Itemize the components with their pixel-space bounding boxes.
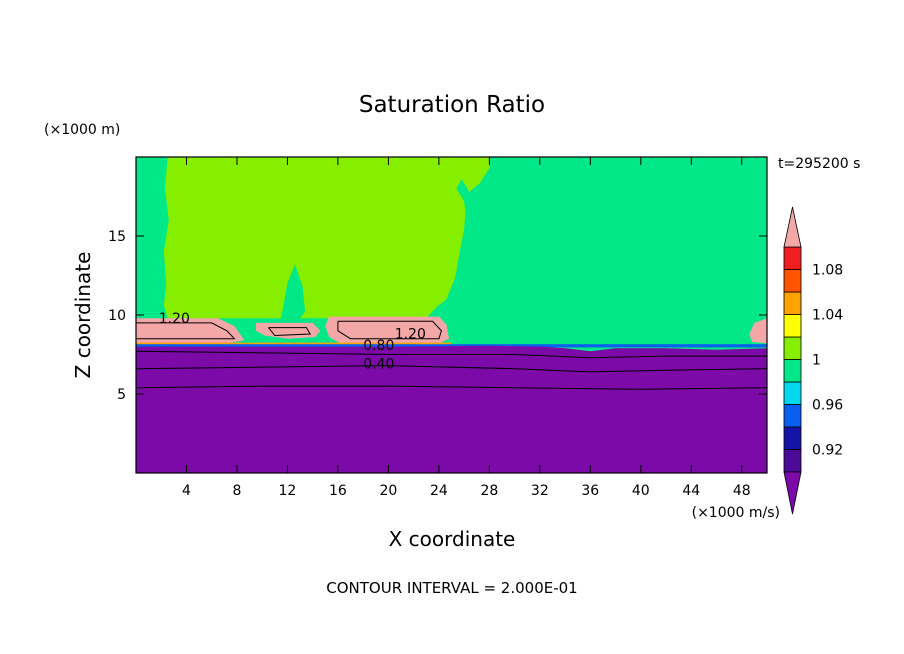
chart-title: Saturation Ratio bbox=[359, 92, 545, 118]
contour-interval-note: CONTOUR INTERVAL = 2.000E-01 bbox=[326, 579, 577, 597]
colorbar-band bbox=[783, 381, 802, 405]
region-transition bbox=[136, 344, 767, 348]
y-unit-label: (×1000 m) bbox=[44, 122, 120, 138]
x-tick-label: 4 bbox=[182, 483, 191, 499]
y-tick-label: 15 bbox=[108, 229, 126, 245]
contour-line bbox=[268, 327, 312, 337]
region-cloud-edge bbox=[749, 318, 767, 344]
region-pocket bbox=[281, 264, 306, 319]
colorbar-band bbox=[783, 359, 802, 383]
x-axis-ticks: 4 8 12 16 20 24 28 32 36 40 44 48 bbox=[182, 157, 751, 499]
colorbar-tick-label: 1 bbox=[812, 353, 821, 369]
colorbar-tick-label: 1.04 bbox=[812, 308, 843, 324]
contour-label: 1.20 bbox=[159, 311, 190, 327]
x-tick-label: 40 bbox=[632, 483, 650, 499]
x-tick-label: 48 bbox=[733, 483, 751, 499]
saturation-field bbox=[136, 157, 767, 473]
colorbar-under-arrow bbox=[783, 471, 802, 515]
colorbar-band bbox=[783, 291, 802, 315]
contour-label: 0.80 bbox=[363, 338, 394, 354]
contour-line bbox=[135, 385, 768, 390]
x-tick-label: 24 bbox=[430, 483, 448, 499]
y-tick-label: 5 bbox=[117, 387, 126, 403]
colorbar-band bbox=[783, 314, 802, 338]
region-cloud-right bbox=[325, 316, 449, 344]
x-tick-label: 28 bbox=[480, 483, 498, 499]
x-tick-label: 20 bbox=[379, 483, 397, 499]
y-tick-label: 10 bbox=[108, 308, 126, 324]
colorbar-band bbox=[783, 426, 802, 450]
colorbar-tick-label: 1.08 bbox=[812, 263, 843, 279]
colorbar-band bbox=[783, 269, 802, 293]
colorbar-over-arrow bbox=[783, 206, 802, 248]
contour-labels: 1.201.200.800.40 bbox=[159, 311, 426, 373]
colorbar-band bbox=[783, 336, 802, 360]
colorbar-tick-label: 0.96 bbox=[812, 398, 843, 414]
colorbar-band bbox=[783, 449, 802, 473]
x-tick-label: 16 bbox=[329, 483, 347, 499]
x-tick-label: 12 bbox=[279, 483, 297, 499]
region-supersaturated bbox=[163, 157, 490, 319]
region-cloud-left bbox=[136, 318, 245, 344]
colorbar-tick-label: 0.92 bbox=[812, 443, 843, 459]
contour-line bbox=[135, 365, 768, 373]
colorbar-band bbox=[783, 404, 802, 428]
colorbar: 0.92 0.96 1 1.04 1.08 bbox=[783, 206, 843, 515]
colorbar-band bbox=[783, 246, 802, 270]
contour-line bbox=[135, 350, 767, 359]
y-axis-ticks: 5 10 15 bbox=[108, 229, 767, 403]
x-tick-label: 8 bbox=[232, 483, 241, 499]
contour-lines bbox=[135, 320, 768, 390]
x-axis-label: X coordinate bbox=[389, 527, 516, 551]
x-unit-label: (×1000 m/s) bbox=[692, 505, 780, 521]
x-tick-label: 32 bbox=[531, 483, 549, 499]
time-label: t=295200 s bbox=[778, 156, 860, 172]
contour-label: 0.40 bbox=[363, 357, 394, 373]
x-tick-label: 44 bbox=[682, 483, 700, 499]
contour-line bbox=[337, 320, 442, 340]
region-subsaturated bbox=[136, 345, 767, 473]
y-axis-label: Z coordinate bbox=[71, 252, 95, 379]
contour-label: 1.20 bbox=[395, 327, 426, 343]
x-tick-label: 36 bbox=[581, 483, 599, 499]
